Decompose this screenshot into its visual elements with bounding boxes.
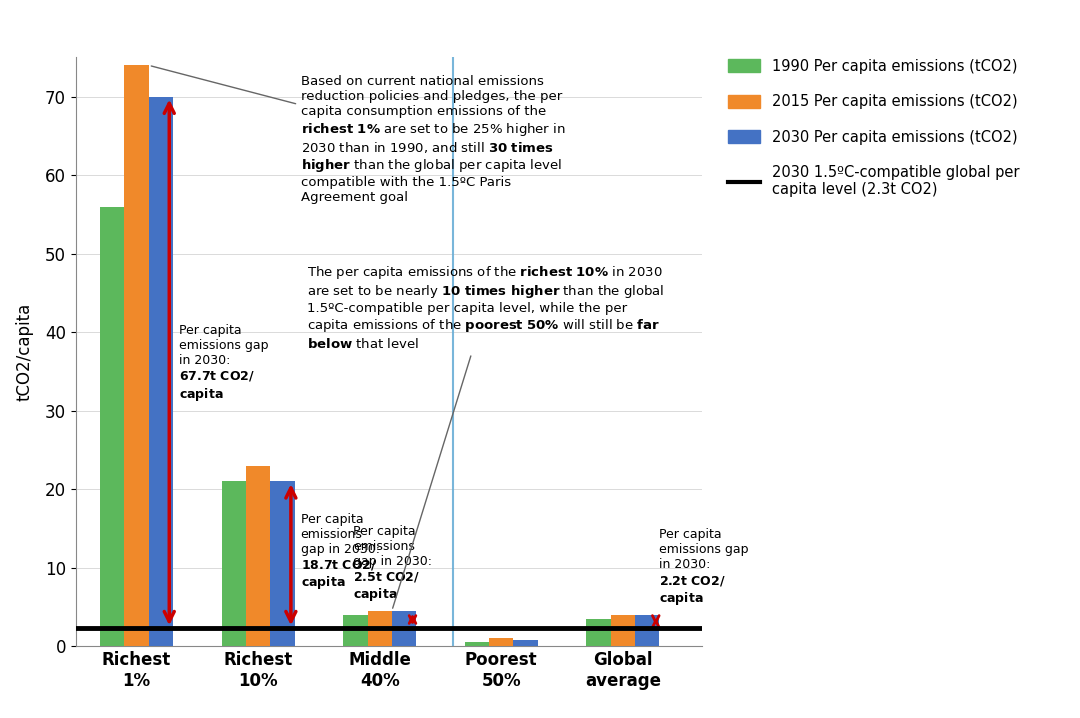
Bar [392, 611, 416, 646]
Bar [246, 466, 270, 646]
Bar [367, 611, 392, 646]
Bar [270, 481, 295, 646]
Bar [611, 615, 635, 646]
Text: The per capita emissions of the $\bf{richest\ 10\%}$ in 2030
are set to be nearl: The per capita emissions of the $\bf{ric… [308, 264, 664, 608]
Bar [586, 619, 611, 646]
Legend: 1990 Per capita emissions (tCO2), 2015 Per capita emissions (tCO2), 2030 Per cap: 1990 Per capita emissions (tCO2), 2015 P… [728, 59, 1020, 197]
Bar [513, 640, 538, 646]
Text: Per capita
emissions gap
in 2030:
$\bf{67.7t\ CO2/}$
$\bf{capita}$: Per capita emissions gap in 2030: $\bf{6… [179, 325, 269, 403]
Bar [489, 638, 513, 646]
Text: Based on current national emissions
reduction policies and pledges, the per
capi: Based on current national emissions redu… [151, 66, 566, 205]
Y-axis label: tCO2/capita: tCO2/capita [15, 303, 33, 401]
Bar [464, 643, 489, 646]
Text: Per capita
emissions gap
in 2030:
$\bf{2.2t\ CO2/}$
$\bf{capita}$: Per capita emissions gap in 2030: $\bf{2… [660, 528, 748, 607]
Bar [124, 65, 149, 646]
Bar [100, 207, 124, 646]
Bar [635, 615, 660, 646]
Text: Per capita
emissions
gap in 2030:
$\bf{2.5t\ CO2/}$
$\bf{capita}$: Per capita emissions gap in 2030: $\bf{2… [353, 525, 432, 603]
Text: Per capita
emissions
gap in 2030:
$\bf{18.7t\ CO2/}$
$\bf{capita}$: Per capita emissions gap in 2030: $\bf{1… [300, 513, 379, 591]
Bar [343, 615, 367, 646]
Bar [149, 97, 173, 646]
Bar [221, 481, 246, 646]
